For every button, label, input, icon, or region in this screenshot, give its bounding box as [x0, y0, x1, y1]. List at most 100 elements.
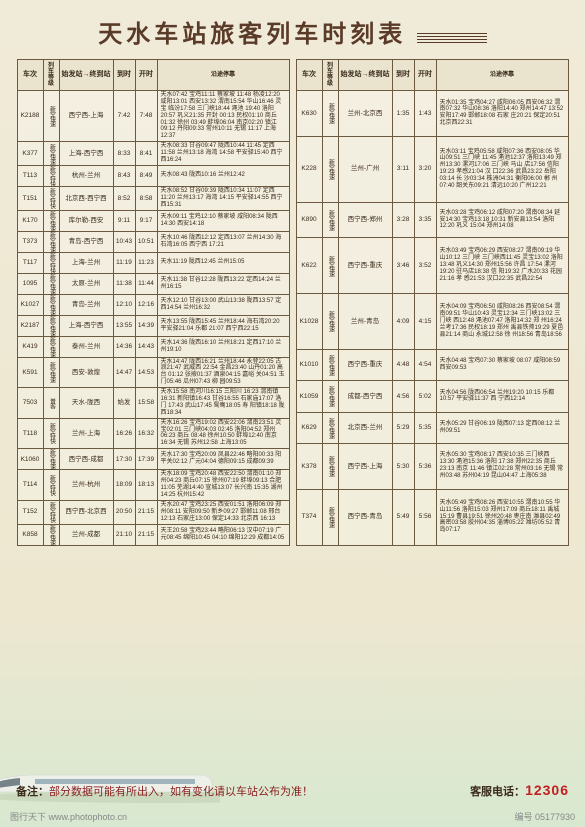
cell-stops: 天水01:35 宝鸡04:27 咸阳06:05 西安06:32 渭南07:32 …: [436, 91, 568, 137]
cell-stops: 天水04:09 宝鸡06:50 咸阳08:26 西安08:54 渭南09:51 …: [436, 294, 568, 350]
cell-arr: 10:43: [113, 231, 135, 252]
cell-route: 兰州-上海: [59, 418, 113, 449]
cell-dep: 10:51: [135, 231, 157, 252]
cell-arr: 21:10: [113, 524, 135, 545]
cell-stops: 天水04:56 陇西06:54 兰州19:20 10:15 乐都10:57 平安…: [436, 381, 568, 412]
cell-arr: 11:38: [113, 273, 135, 294]
table-row: T118新空特快兰州-上海16:2616:32天水16:26 宝鸡19:02 西…: [17, 418, 289, 449]
cell-train: 7503: [17, 388, 43, 419]
cell-train: K1060: [17, 449, 43, 470]
cell-train: T151: [17, 186, 43, 210]
hotline-label: 客服电话：: [470, 786, 525, 798]
title-decor: [417, 31, 487, 45]
footer-bar: 备注：部分数据可能有所出入，如有变化请以车站公布为准！ 客服电话：12306: [0, 778, 585, 803]
table-row: K2188新空快速西宁西-上海7:427:48天水07:42 宝鸡11:11 蔡…: [17, 91, 289, 142]
cell-stops: 天水08:52 甘谷09:39 陇西10:34 11:07 定西11:20 兰州…: [157, 186, 289, 210]
table-row: K1060新空快速西宁西-成都17:3017:39天水17:30 宝鸡20:09…: [17, 449, 289, 470]
cell-train: T118: [17, 418, 43, 449]
cell-grade: 新空快速: [43, 142, 59, 166]
cell-arr: 3:28: [392, 202, 414, 237]
cell-arr: 4:48: [392, 349, 414, 380]
table-row: K1028新空快速兰州-青岛4:094:15天水04:09 宝鸡06:50 咸阳…: [296, 294, 568, 350]
table-row: K630新空快速兰州-北京西1:351:43天水01:35 宝鸡04:27 咸阳…: [296, 91, 568, 137]
table-row: K377新空快速上海-西宁西8:338:41天水08:33 甘谷09:47 陇西…: [17, 142, 289, 166]
cell-train: K377: [17, 142, 43, 166]
hdr-arr: 到时: [113, 60, 135, 91]
cell-grade: 普客: [43, 388, 59, 419]
cell-grade: 新空快速: [322, 136, 338, 202]
cell-grade: 新空快速: [43, 336, 59, 357]
cell-arr: 20:50: [113, 500, 135, 524]
cell-train: K2187: [17, 315, 43, 336]
cell-route: 太原-兰州: [59, 273, 113, 294]
cell-dep: 1:43: [414, 91, 436, 137]
cell-arr: 14:36: [113, 336, 135, 357]
cell-dep: 3:35: [414, 202, 436, 237]
cell-grade: 新空特快: [43, 418, 59, 449]
cell-dep: 3:20: [414, 136, 436, 202]
cell-grade: 新空快速: [43, 449, 59, 470]
cell-grade: 新空特快: [43, 500, 59, 524]
cell-arr: 4:09: [392, 294, 414, 350]
cell-dep: 21:15: [135, 500, 157, 524]
cell-grade: 新空快速: [43, 524, 59, 545]
cell-dep: 16:32: [135, 418, 157, 449]
table-row: K170新空快速库尔勒-西安9:119:17天水09:11 宝鸡12:10 蔡家…: [17, 210, 289, 231]
footer-label: 备注：: [16, 786, 49, 798]
cell-grade: 新空快速: [322, 443, 338, 489]
cell-stops: 天水05:49 宝鸡08:26 西安10:55 渭南10:55 华山11:56 …: [436, 489, 568, 545]
cell-dep: 9:17: [135, 210, 157, 231]
cell-stops: 天水08:33 甘谷09:47 陇西10:44 11:45 定西11:58 兰州…: [157, 142, 289, 166]
cell-stops: 天水05:29 甘谷06:19 陇西07:13 定西08:12 兰州09:51: [436, 412, 568, 443]
cell-grade: 新空快速: [322, 381, 338, 412]
cell-stops: 天水09:11 宝鸡12:10 蔡家坡 咸阳08:34 陇西14:30 西安14…: [157, 210, 289, 231]
cell-train: K170: [17, 210, 43, 231]
cell-grade: 新空快速: [43, 91, 59, 142]
table-row: K419新空快速泰州-兰州14:3614:43天水14:36 陇西16:10 兰…: [17, 336, 289, 357]
timetable-right: 车次 列车等级 始发站→终到站 到时 开时 沿途停靠 K630新空快速兰州-北京…: [296, 59, 569, 546]
cell-grade: 新空快速: [322, 412, 338, 443]
cell-train: K378: [296, 443, 322, 489]
cell-stops: 天水11:38 甘谷12:28 陇西13:22 定西14:24 兰州16:15: [157, 273, 289, 294]
cell-route: 兰州-杭州: [59, 470, 113, 501]
cell-dep: 21:15: [135, 524, 157, 545]
cell-route: 上海-兰州: [59, 252, 113, 273]
hdr-grade2: 列车等级: [322, 60, 338, 91]
cell-stops: 天水14:47 陇西16:21 兰州18:44 永登22:05 古浪21:47 …: [157, 357, 289, 388]
cell-route: 西宁西-成都: [59, 449, 113, 470]
cell-route: 兰州-北京西: [338, 91, 392, 137]
cell-dep: 15:58: [135, 388, 157, 419]
cell-grade: 新空特快: [43, 470, 59, 501]
cell-grade: 新空快速: [322, 294, 338, 350]
cell-dep: 5:36: [414, 443, 436, 489]
cell-train: K890: [296, 202, 322, 237]
page-title: 天水车站旅客列车时刻表: [98, 14, 406, 49]
hdr-stops: 沿途停靠: [157, 60, 289, 91]
cell-train: K1028: [296, 294, 322, 350]
hdr-route: 始发站→终到站: [59, 60, 113, 91]
cell-stops: 天水10:46 陇西12:12 定西13:07 兰州14:30 海石湾16:05…: [157, 231, 289, 252]
cell-dep: 14:43: [135, 336, 157, 357]
table-row: T151新空特快北京西-西宁西8:528:58天水08:52 甘谷09:39 陇…: [17, 186, 289, 210]
table-row: T114新空特快兰州-杭州18:0918:13天水18:09 宝鸡20:48 西…: [17, 470, 289, 501]
cell-dep: 3:52: [414, 238, 436, 294]
cell-arr: 11:19: [113, 252, 135, 273]
cell-arr: 12:10: [113, 294, 135, 315]
cell-stops: 天水07:42 宝鸡11:11 蔡家坡 11:48 杨凌12:20 咸阳13:0…: [157, 91, 289, 142]
cell-arr: 8:33: [113, 142, 135, 166]
cell-stops: 天水20:47 宝鸡23:25 西安01:51 洛阳06:09 郑州08:11 …: [157, 500, 289, 524]
hdr-dep: 开时: [135, 60, 157, 91]
cell-stops: 天水12:10 甘谷13:00 武山13:38 陇西13:57 定西14:54 …: [157, 294, 289, 315]
cell-route: 泰州-兰州: [59, 336, 113, 357]
cell-arr: 8:52: [113, 186, 135, 210]
cell-stops: 天水11:19 陇西12:45 兰州15:05: [157, 252, 289, 273]
cell-dep: 8:41: [135, 142, 157, 166]
cell-route: 兰州-广州: [338, 136, 392, 202]
cell-dep: 5:35: [414, 412, 436, 443]
cell-route: 青岛-兰州: [59, 294, 113, 315]
cell-grade: 新空快速: [43, 357, 59, 388]
cell-stops: 天水17:30 宝鸡20:09 凤县22:46 略阳00:33 阳平关02:12…: [157, 449, 289, 470]
hdr-arr2: 到时: [392, 60, 414, 91]
cell-stops: 天王20:58 宝鸡23:44 略阳06:13 汉中07:19 广元08:45 …: [157, 524, 289, 545]
table-row: K1059新空快速成都-西宁西4:565:02天水04:56 陇西06:54 兰…: [296, 381, 568, 412]
